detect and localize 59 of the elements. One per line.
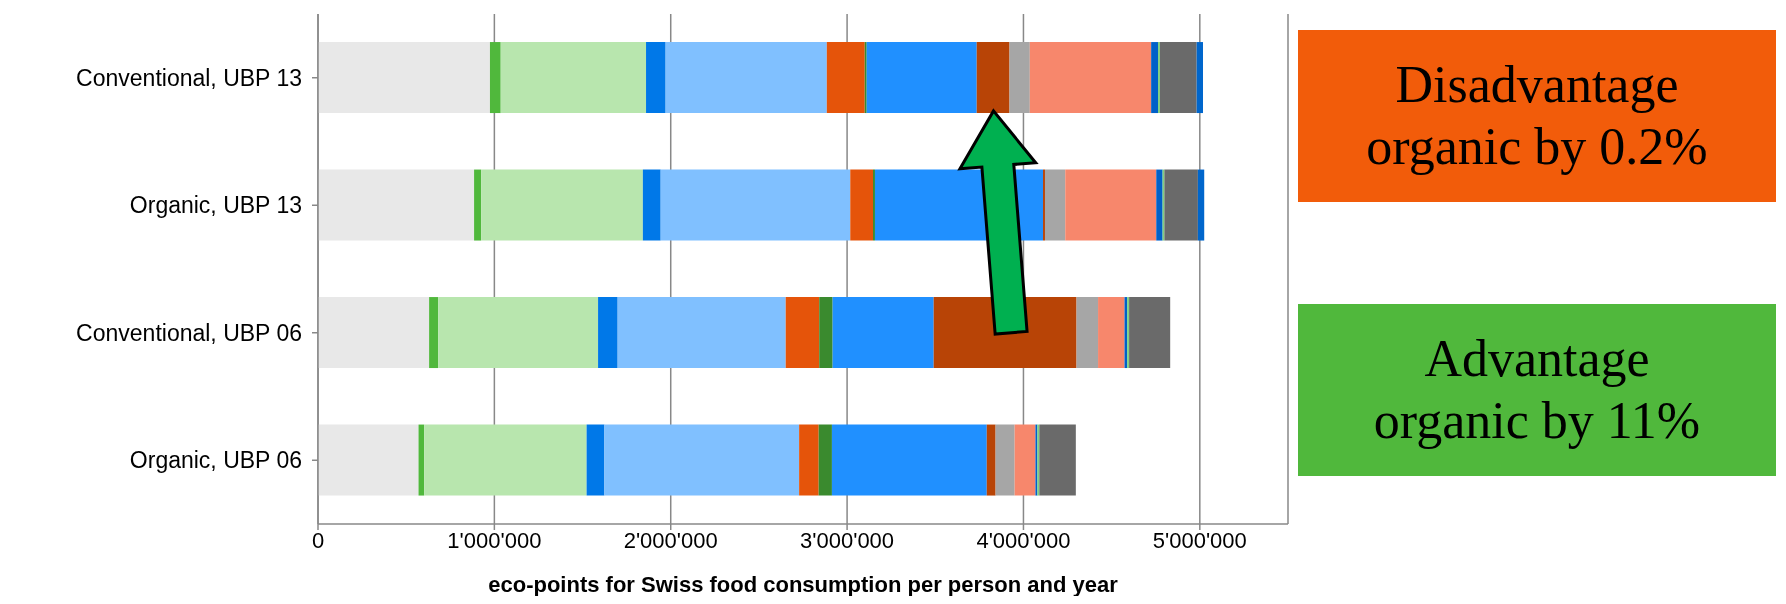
bar (318, 297, 430, 369)
x-tick-label: 3'000'000 (800, 527, 895, 553)
bar (866, 42, 977, 114)
bar (1076, 297, 1099, 369)
bar (785, 297, 820, 369)
x-tick-label: 1'000'000 (447, 527, 542, 553)
x-tick-label: 2'000'000 (623, 527, 718, 553)
bar (474, 169, 482, 241)
bar (818, 424, 832, 496)
bar (850, 169, 874, 241)
bar (1044, 169, 1066, 241)
bar (318, 42, 490, 114)
y-tick-label: Organic, UBP 06 (129, 447, 302, 474)
bar (1159, 42, 1197, 114)
x-axis-title: eco-points for Swiss food consumption per person and year (488, 572, 1119, 597)
x-tick-label: 4'000'000 (976, 527, 1071, 553)
bar (1164, 169, 1198, 241)
bar (438, 297, 599, 369)
bar (995, 424, 1015, 496)
bar (1151, 42, 1159, 114)
bar (1098, 297, 1125, 369)
bar (1197, 169, 1205, 241)
x-tick-label: 0 (311, 527, 325, 553)
bar (1029, 42, 1152, 114)
bar (831, 424, 987, 496)
bar (1039, 424, 1076, 496)
bar (799, 424, 819, 496)
bar (489, 42, 501, 114)
bar (1065, 169, 1157, 241)
bar (665, 42, 827, 114)
bar (646, 42, 666, 114)
bar (976, 42, 1010, 114)
bar (617, 297, 786, 369)
bar (642, 169, 661, 241)
bar (1156, 169, 1163, 241)
bar (826, 42, 865, 114)
bar (604, 424, 800, 496)
bar (819, 297, 833, 369)
bar (986, 424, 996, 496)
y-tick-label: Conventional, UBP 06 (76, 319, 302, 346)
bar (500, 42, 647, 114)
bar (429, 297, 439, 369)
bar (832, 297, 934, 369)
bar (598, 297, 618, 369)
text: Advantage organic by 11% (1372, 328, 1702, 451)
bar (586, 424, 605, 496)
bar (1009, 42, 1030, 114)
x-tick-label: 5'000'000 (1152, 527, 1247, 553)
bar (660, 169, 851, 241)
y-tick-label: Organic, UBP 13 (129, 192, 302, 219)
bar (481, 169, 643, 241)
bar (1014, 424, 1036, 496)
y-tick-label: Conventional, UBP 13 (76, 64, 302, 91)
bar (318, 424, 419, 496)
text: Disadvantage organic by 0.2% (1365, 54, 1709, 177)
bar (318, 169, 475, 241)
bar (1129, 297, 1171, 369)
bar (424, 424, 587, 496)
bar (1196, 42, 1203, 114)
